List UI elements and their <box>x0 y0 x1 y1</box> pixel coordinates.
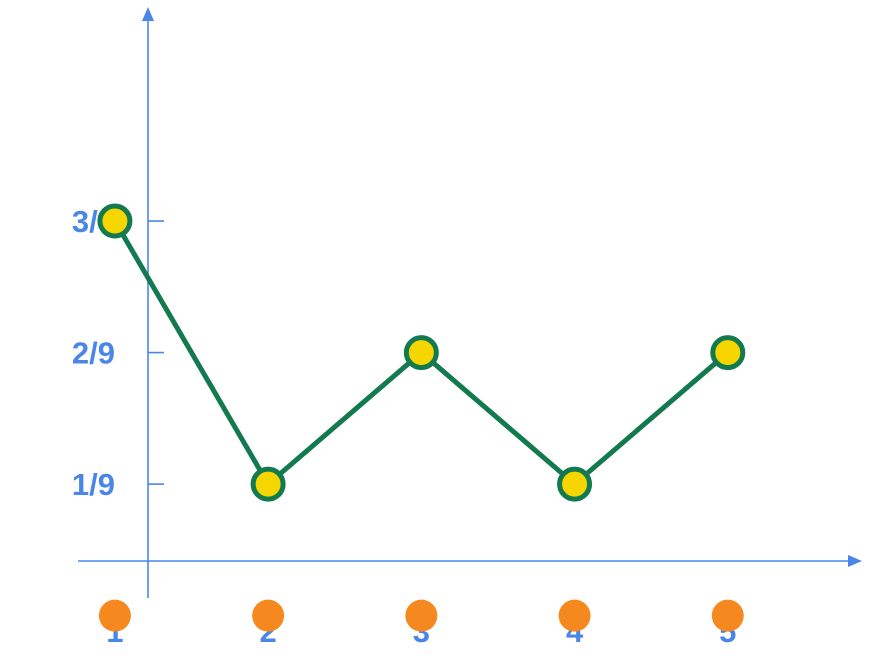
baseline-marker <box>252 599 285 632</box>
data-point <box>710 335 746 371</box>
baseline-marker <box>98 599 131 632</box>
baseline-marker <box>558 599 591 632</box>
data-point <box>557 466 593 502</box>
data-point <box>403 335 439 371</box>
y-ticks: 1/92/93/9 <box>72 204 164 502</box>
series <box>97 203 746 502</box>
baseline-markers <box>98 599 744 632</box>
data-point <box>250 466 286 502</box>
y-tick-label: 1/9 <box>72 467 115 502</box>
baseline-marker <box>711 599 744 632</box>
axes <box>78 7 862 598</box>
y-axis-arrow-icon <box>142 7 154 21</box>
baseline-marker <box>405 599 438 632</box>
data-point <box>97 203 133 239</box>
y-tick-label: 2/9 <box>72 336 115 371</box>
x-axis-arrow-icon <box>848 555 862 567</box>
